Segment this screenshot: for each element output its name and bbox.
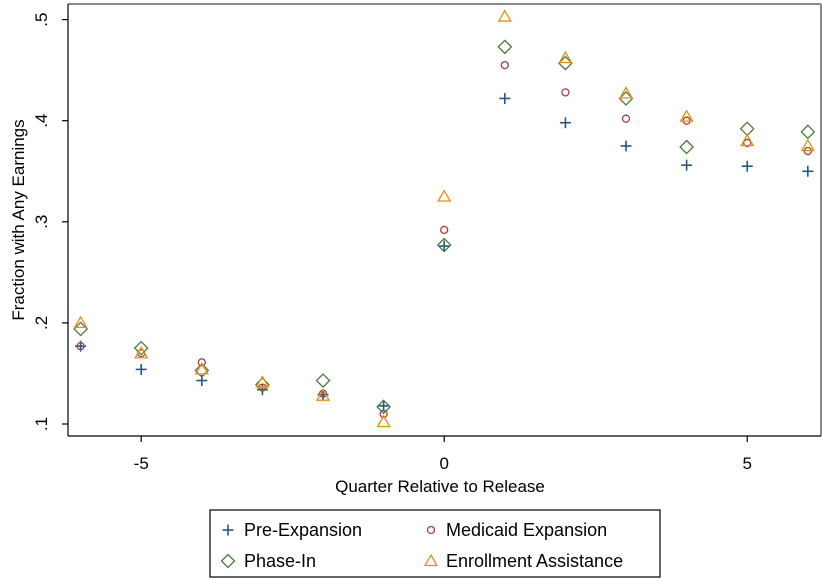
data-point	[440, 225, 449, 235]
data-point	[679, 109, 694, 122]
data-point	[499, 92, 511, 104]
y-tick-label: .4	[32, 114, 51, 128]
legend-label: Pre-Expansion	[244, 520, 362, 540]
data-point	[558, 50, 573, 64]
legend-items: Pre-Expansion Medicaid Expansion Phase-In E…	[220, 520, 623, 571]
data-point	[379, 409, 388, 419]
data-point	[76, 342, 85, 351]
data-point	[194, 362, 209, 375]
data-point	[376, 399, 392, 415]
data-point	[436, 237, 452, 253]
y-tick-label: .3	[32, 215, 51, 229]
data-point	[620, 140, 632, 152]
data-points	[73, 9, 816, 428]
data-point	[134, 345, 149, 359]
data-point	[743, 138, 752, 148]
plot-region	[68, 3, 822, 436]
data-point	[740, 133, 755, 147]
data-point	[437, 189, 452, 202]
y-axis-title: Fraction with Any Earnings	[9, 119, 28, 320]
data-point	[497, 39, 513, 55]
legend-label: Medicaid Expansion	[446, 520, 607, 540]
y-axis-ticks: .1 .2 .3 .4 .5	[32, 13, 68, 431]
series-enrollment-assistance	[73, 9, 815, 428]
data-point	[741, 160, 753, 172]
x-tick-label: 0	[439, 454, 448, 473]
series-medicaid-expansion	[76, 60, 812, 419]
data-point	[315, 388, 331, 401]
data-point	[681, 159, 693, 171]
data-point	[618, 86, 634, 99]
legend-label: Enrollment Assistance	[446, 551, 623, 571]
data-point	[561, 88, 570, 97]
data-point	[800, 138, 815, 152]
data-point	[315, 373, 331, 388]
data-point	[73, 315, 88, 329]
data-point	[497, 9, 512, 22]
data-point	[559, 117, 571, 129]
data-point	[255, 375, 270, 388]
data-point	[800, 124, 816, 140]
legend-label: Phase-In	[244, 551, 316, 571]
legend-item: Medicaid Expansion	[426, 520, 607, 540]
data-point	[739, 121, 755, 137]
data-point	[197, 358, 206, 367]
data-point	[438, 240, 450, 252]
legend-marker-diamond-icon	[220, 553, 236, 569]
legend: Pre-Expansion Medicaid Expansion Phase-In E…	[209, 509, 661, 578]
y-tick-label: .5	[32, 13, 51, 27]
legend-item: Phase-In	[220, 551, 316, 571]
y-tick-label: .2	[32, 316, 51, 330]
data-point	[194, 362, 210, 378]
x-axis-title: Quarter Relative to Release	[335, 477, 545, 496]
x-tick-label: -5	[134, 454, 149, 473]
data-point	[256, 384, 268, 396]
y-tick-label: .1	[32, 417, 51, 431]
legend-marker-plus-icon	[222, 524, 234, 536]
x-axis-ticks: -5 0 5	[134, 436, 752, 473]
data-point	[378, 400, 390, 412]
data-point	[255, 377, 270, 392]
legend-marker-circle-icon	[426, 525, 436, 535]
legend-marker-triangle-icon	[423, 553, 439, 567]
data-point	[135, 363, 147, 375]
x-tick-label: 5	[742, 454, 751, 473]
data-point	[679, 139, 695, 155]
data-point	[133, 340, 149, 356]
data-point	[621, 114, 631, 123]
data-point	[376, 414, 391, 428]
data-point	[500, 60, 509, 70]
legend-item: Enrollment Assistance	[423, 551, 623, 571]
legend-item: Pre-Expansion	[222, 520, 362, 540]
data-point	[802, 165, 814, 177]
